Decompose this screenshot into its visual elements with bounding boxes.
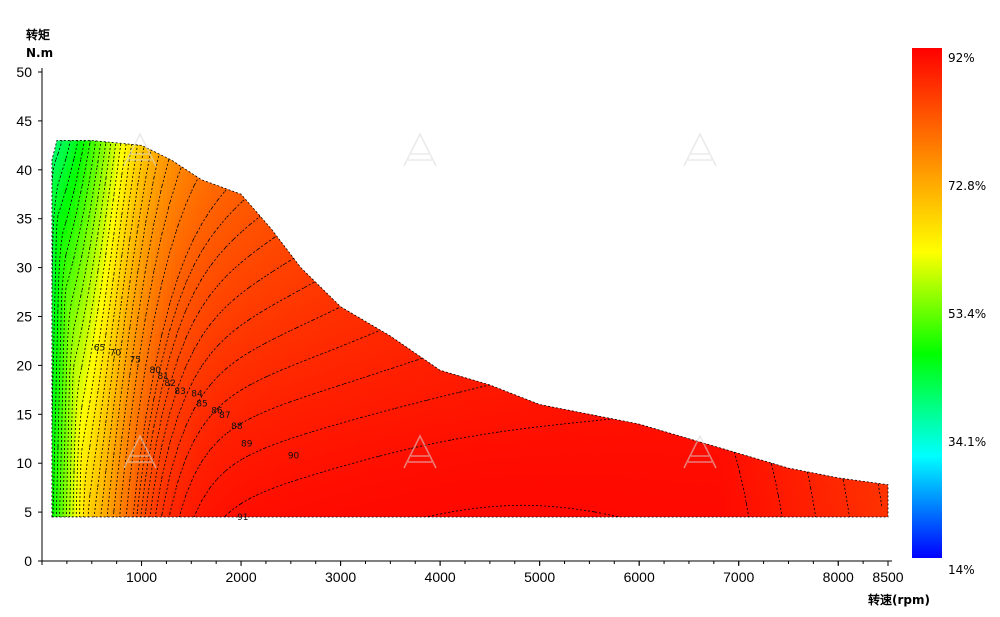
contour-label: 75	[130, 355, 141, 365]
contour-line-44	[51, 140, 92, 517]
y-tick-label: 50	[16, 64, 32, 80]
contour-label: 87	[219, 411, 230, 421]
contour-label: 65	[94, 344, 105, 354]
x-tick-label: 5000	[524, 569, 555, 585]
x-axis-label: 转速(rpm)	[868, 592, 930, 607]
x-tick-label: 7000	[723, 569, 754, 585]
x-tick-label: 2000	[225, 569, 256, 585]
colorbar: 92% 72.8% 53.4% 34.1% 14%	[912, 48, 986, 577]
y-tick-label: 25	[16, 309, 32, 325]
x-tick-label: 6000	[624, 569, 655, 585]
contour-line-81	[132, 140, 394, 517]
axes: 0 5 10 15 20 25 30 35 40 45 50 1000 2000 3000 4000 5000…	[16, 27, 930, 607]
contour-label: 81	[157, 372, 168, 382]
contour-line-64	[81, 140, 143, 517]
contour-line-91	[261, 504, 720, 517]
contour-line-40	[51, 140, 80, 517]
colorbar-gradient	[912, 48, 942, 558]
contour-label: 91	[237, 513, 248, 523]
contour-label: 83	[174, 387, 185, 397]
map-boundary	[51, 140, 889, 518]
y-tick-label: 40	[16, 162, 32, 178]
y-tick-label: 10	[16, 455, 32, 471]
contour-label: 70	[110, 349, 122, 359]
contour-label: 85	[196, 399, 207, 409]
contour-line-72	[103, 140, 182, 517]
colorbar-label: 53.4%	[948, 307, 986, 321]
contour-label: 82	[164, 379, 175, 389]
watermark-logo-icon	[123, 434, 157, 469]
x-tick-label: 4000	[425, 569, 456, 585]
y-tick-label: 35	[16, 211, 32, 227]
y-tick-label: 20	[16, 357, 32, 373]
contour-line-50	[58, 140, 107, 517]
contour-line-66	[85, 140, 150, 517]
contour-line-62	[78, 140, 137, 517]
x-tick-label: 3000	[325, 569, 356, 585]
colorbar-label: 72.8%	[948, 179, 986, 193]
watermark-logo-icon	[683, 434, 717, 469]
contour-line-52	[61, 140, 112, 517]
contour-line-46	[51, 140, 97, 517]
watermark-logo-icon	[403, 434, 437, 469]
contour-line-56	[68, 140, 121, 517]
contour-line-74	[109, 140, 202, 517]
contour-line-58	[71, 140, 126, 517]
contour-label: 88	[231, 422, 243, 432]
contour-line-48	[54, 140, 102, 517]
contour-label: 90	[288, 451, 300, 461]
contour-label: 80	[149, 366, 161, 376]
colorbar-label: 92%	[948, 51, 975, 65]
y-axis-label: 转矩	[26, 27, 50, 42]
contour-line-70	[96, 140, 169, 517]
colorbar-label: 14%	[948, 563, 975, 577]
y-axis-unit: N.m	[26, 46, 53, 60]
x-tick-label: 8000	[823, 569, 854, 585]
y-tick-label: 45	[16, 113, 32, 129]
contour-label: 84	[191, 390, 203, 400]
y-tick-label: 5	[24, 504, 32, 520]
y-tick-label: 30	[16, 260, 32, 276]
contour-line-60	[74, 140, 131, 517]
y-tick-label: 0	[24, 553, 32, 569]
heatmap-area	[51, 140, 888, 517]
contour-label: 86	[211, 406, 223, 416]
colorbar-label: 34.1%	[948, 435, 986, 449]
watermark-logo-icon	[403, 132, 437, 167]
watermark-logo-icon	[123, 132, 157, 167]
y-tick-label: 15	[16, 406, 32, 422]
x-tick-label: 8500	[872, 569, 903, 585]
x-tick-label: 1000	[126, 569, 157, 585]
watermark-layer	[123, 132, 717, 469]
watermark-logo-icon	[683, 132, 717, 167]
contour-label: 89	[241, 440, 253, 450]
contour-line-54	[64, 140, 116, 517]
contour-line-68	[89, 140, 159, 517]
